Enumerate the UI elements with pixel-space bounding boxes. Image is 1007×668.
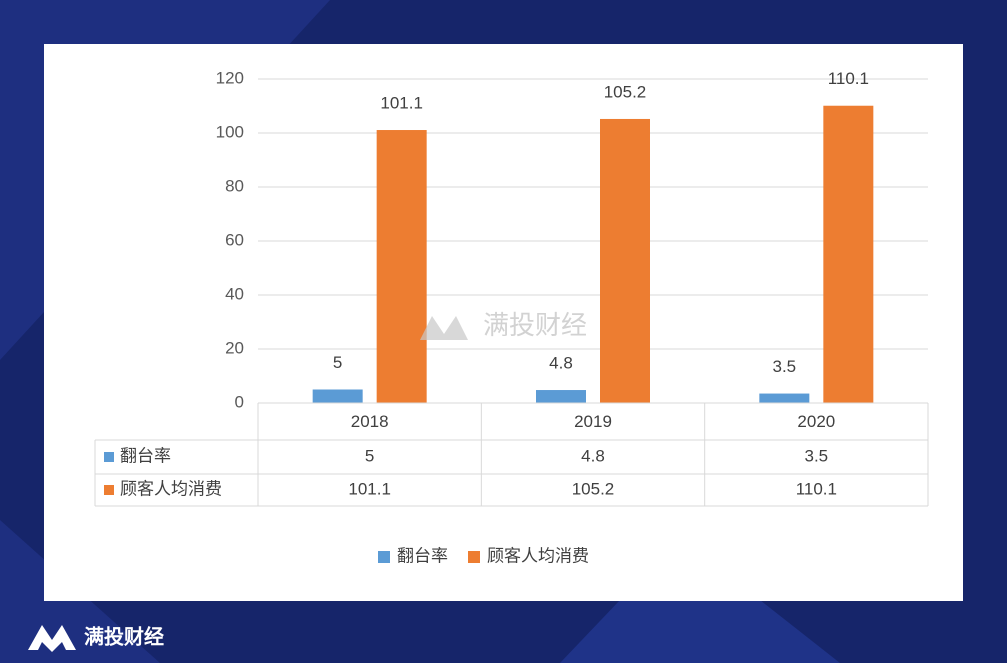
- bar: [376, 130, 427, 403]
- data-label: 101.1: [380, 94, 423, 113]
- table-cell: 101.1: [348, 479, 391, 498]
- bg-shape: [560, 600, 840, 663]
- y-tick-label: 100: [216, 122, 244, 141]
- brand-logo: [28, 625, 76, 652]
- data-label: 105.2: [604, 82, 647, 101]
- bar: [536, 390, 586, 403]
- bar: [600, 118, 650, 404]
- y-tick-label: 0: [235, 392, 244, 411]
- data-label: 5: [333, 353, 342, 372]
- table-legend-key: [104, 452, 114, 462]
- table-legend-key: [104, 485, 114, 495]
- data-label: 4.8: [549, 354, 573, 373]
- y-tick-label: 80: [225, 176, 244, 195]
- table-cell: 5: [365, 446, 374, 465]
- x-tick-label: 2018: [351, 412, 389, 431]
- bar: [823, 105, 874, 403]
- y-tick-label: 40: [225, 284, 244, 303]
- legend-key: [468, 551, 480, 563]
- table-cell: 110.1: [796, 479, 837, 498]
- bar: [759, 393, 810, 403]
- table-row-label: 顾客人均消费: [120, 479, 222, 498]
- table-cell: 105.2: [572, 479, 615, 498]
- y-tick-label: 20: [225, 338, 244, 357]
- table-row-label: 翻台率: [120, 446, 171, 465]
- bar: [312, 389, 363, 403]
- x-tick-label: 2019: [574, 412, 612, 431]
- x-tick-label: 2020: [797, 412, 835, 431]
- table-cell: 3.5: [805, 446, 829, 465]
- data-label: 110.1: [828, 69, 869, 88]
- legend-label: 顾客人均消费: [487, 546, 589, 565]
- data-label: 3.5: [773, 357, 797, 376]
- plot: 0 20 40 60 80 100 120 5 101.1 4.8 105.2 3.5 110.1 201…: [94, 68, 929, 565]
- y-tick-label: 60: [225, 230, 244, 249]
- watermark-icon: [420, 316, 468, 340]
- watermark: 满投财经: [483, 310, 587, 340]
- brand-name: 满投财经: [84, 624, 164, 648]
- table-cell: 4.8: [581, 446, 605, 465]
- legend-key: [378, 551, 390, 563]
- y-tick-label: 120: [216, 68, 244, 87]
- chart-panel: [44, 44, 963, 601]
- legend-label: 翻台率: [397, 546, 448, 565]
